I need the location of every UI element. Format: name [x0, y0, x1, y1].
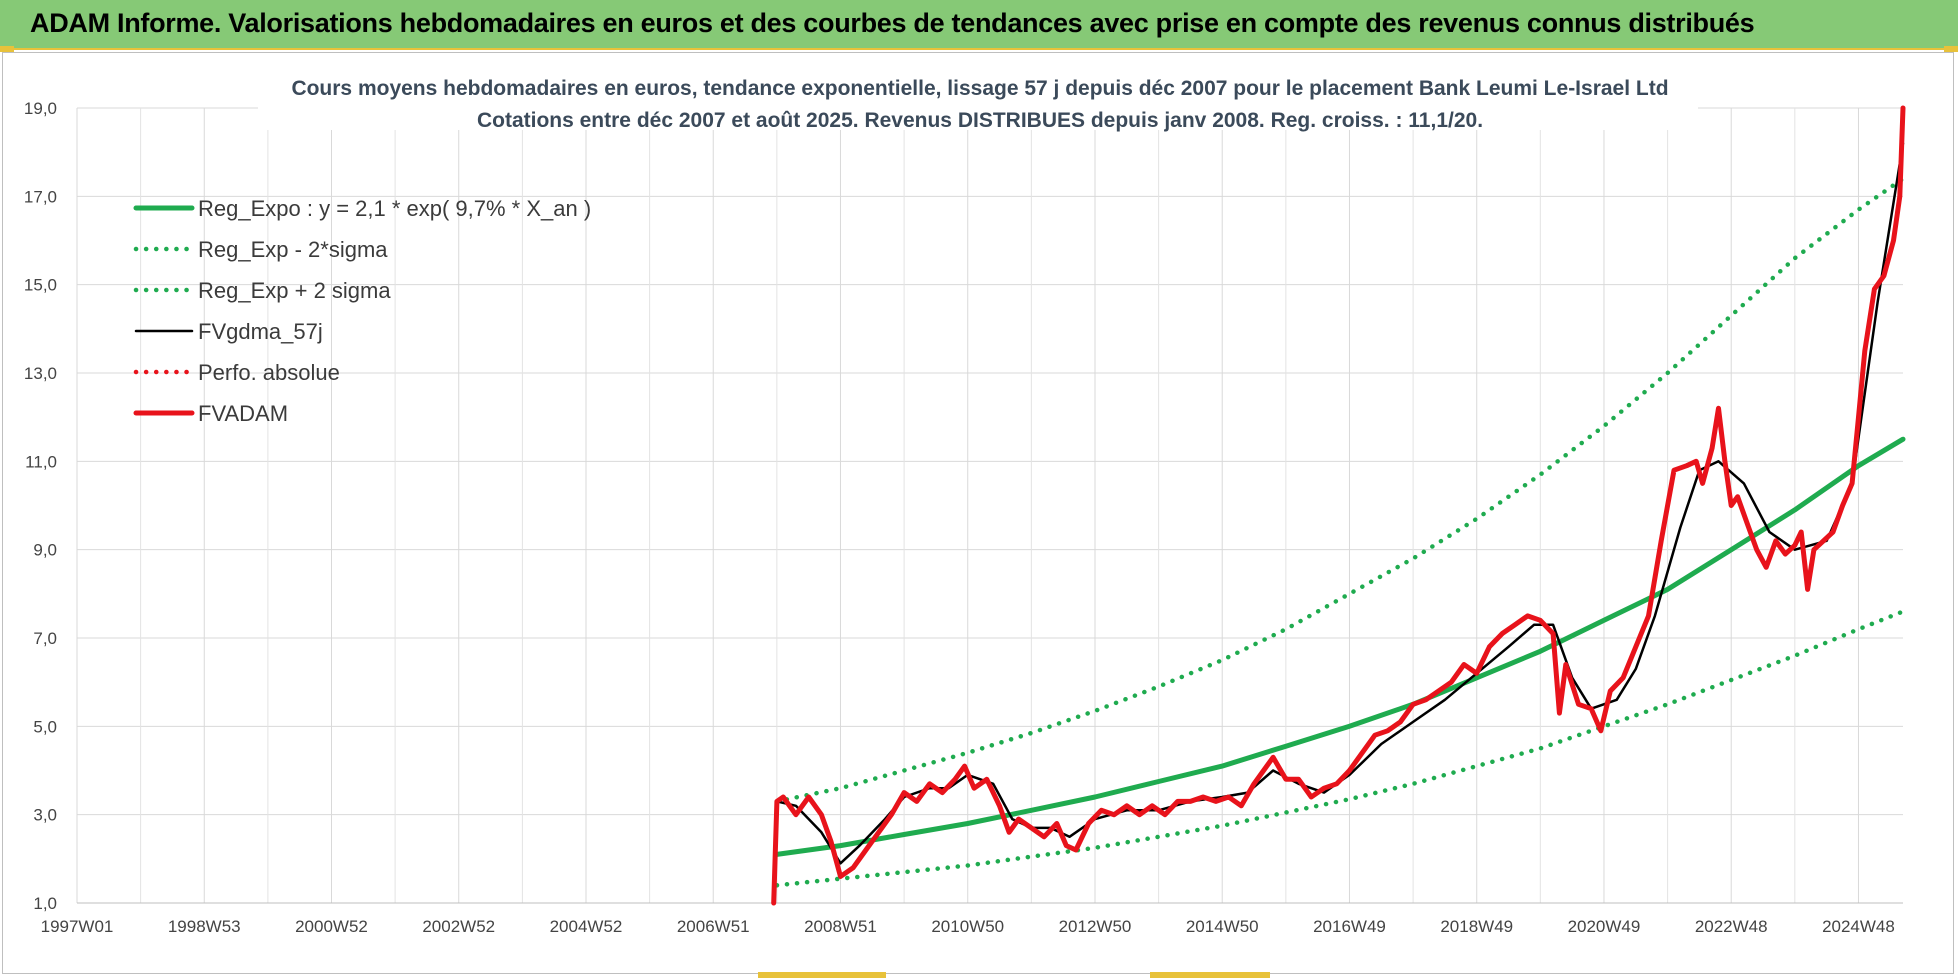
x-tick-label: 2020W49: [1568, 917, 1641, 936]
corner-mark-bottom-a: [758, 972, 886, 978]
legend-label: Reg_Exp + 2 sigma: [198, 278, 391, 303]
chart: 1,0 3,0 5,0 7,0 9,0 11,0 13,0 15,0 17,0 19,0 1997…: [24, 60, 1906, 936]
legend-label: FVgdma_57j: [198, 319, 323, 344]
y-tick-label: 9,0: [33, 541, 57, 560]
series-line-1: [774, 609, 1906, 888]
banner-title: ADAM Informe. Valorisations hebdomadaire…: [30, 8, 1755, 38]
corner-mark-top-left: [0, 46, 14, 52]
legend-label: Reg_Exp - 2*sigma: [198, 237, 388, 262]
corner-mark-bottom-b: [1150, 972, 1270, 978]
x-tick-label: 1998W53: [168, 917, 241, 936]
y-tick-label: 1,0: [33, 894, 57, 913]
series-layer: [771, 105, 1906, 906]
legend-label: FVADAM: [198, 401, 288, 426]
y-tick-label: 11,0: [25, 452, 57, 471]
x-tick-label: 2022W48: [1695, 917, 1768, 936]
x-tick-label: 1997W01: [41, 917, 114, 936]
legend-label: Perfo. absolue: [198, 360, 340, 385]
y-tick-label: 3,0: [33, 806, 57, 825]
x-tick-label: 2008W51: [804, 917, 877, 936]
x-tick-label: 2012W50: [1059, 917, 1132, 936]
x-tick-label: 2002W52: [422, 917, 495, 936]
x-axis-tick-labels: 1997W01 1998W53 2000W52 2002W52 2004W52 2006W…: [41, 917, 1895, 936]
y-tick-label: 17,0: [24, 187, 57, 206]
y-tick-label: 5,0: [33, 717, 57, 736]
legend-label: Reg_Expo : y = 2,1 * exp( 9,7% * X_an ): [198, 196, 591, 221]
x-tick-label: 2006W51: [677, 917, 750, 936]
x-tick-label: 2004W52: [550, 917, 623, 936]
y-tick-label: 7,0: [33, 629, 57, 648]
plot-area: [77, 108, 1903, 903]
legend: Reg_Expo : y = 2,1 * exp( 9,7% * X_an ) R…: [133, 196, 591, 426]
x-tick-label: 2014W50: [1186, 917, 1259, 936]
y-tick-label: 13,0: [24, 364, 57, 383]
series-line-0: [774, 436, 1906, 857]
series-line-5: [771, 105, 1906, 906]
title-backdrop: [258, 60, 1698, 130]
x-tick-label: 2010W50: [931, 917, 1004, 936]
x-tick-label: 2000W52: [295, 917, 368, 936]
header-banner: ADAM Informe. Valorisations hebdomadaire…: [0, 0, 1958, 50]
y-tick-label: 15,0: [24, 276, 57, 295]
chart-title: Cours moyens hebdomadaires en euros, ten…: [291, 77, 1668, 100]
x-tick-label: 2016W49: [1313, 917, 1386, 936]
y-tick-label: 19,0: [24, 99, 57, 118]
chart-subtitle: Cotations entre déc 2007 et août 2025. R…: [477, 109, 1483, 132]
corner-mark-top-right: [1944, 46, 1958, 52]
y-axis-tick-labels: 1,0 3,0 5,0 7,0 9,0 11,0 13,0 15,0 17,0 19,0: [24, 99, 57, 913]
x-tick-label: 2018W49: [1440, 917, 1513, 936]
x-tick-label: 2024W48: [1822, 917, 1895, 936]
